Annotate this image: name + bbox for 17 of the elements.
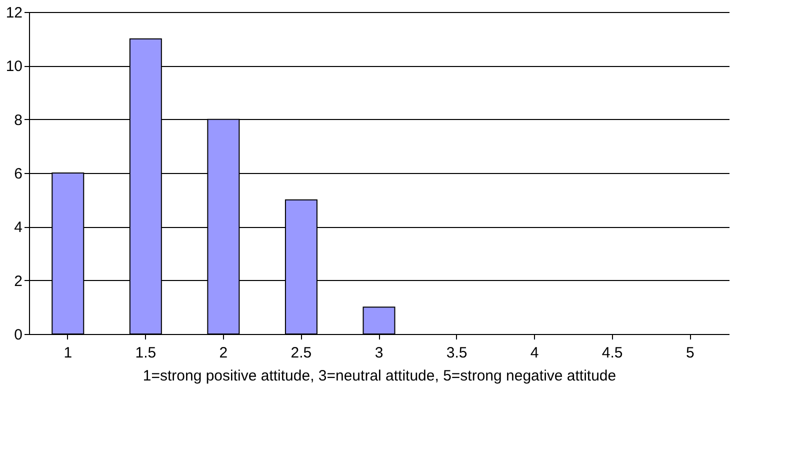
x-tick-label: 1.5 xyxy=(135,344,156,362)
y-tick-label: 10 xyxy=(6,58,22,76)
x-tick-label: 3.5 xyxy=(446,344,468,362)
x-tick-label: 2.5 xyxy=(290,344,312,362)
x-tick-label: 4 xyxy=(530,344,539,362)
y-tick-label: 12 xyxy=(6,4,22,22)
y-tick-label: 4 xyxy=(14,219,22,236)
y-tick-label: 8 xyxy=(14,112,22,129)
y-tick-label: 6 xyxy=(14,166,22,182)
y-tick-label: 0 xyxy=(14,326,22,344)
x-tick-label: 3 xyxy=(374,344,384,362)
y-tick-label: 2 xyxy=(14,272,22,290)
x-tick-label: 4.5 xyxy=(602,344,623,362)
x-tick-label: 1 xyxy=(64,344,72,362)
x-axis-title: 1=strong positive attitude, 3=neutral attitude, 5=strong negative attitude xyxy=(142,368,616,384)
x-tick-label: 5 xyxy=(686,344,694,362)
x-tick-label: 2 xyxy=(219,344,228,362)
